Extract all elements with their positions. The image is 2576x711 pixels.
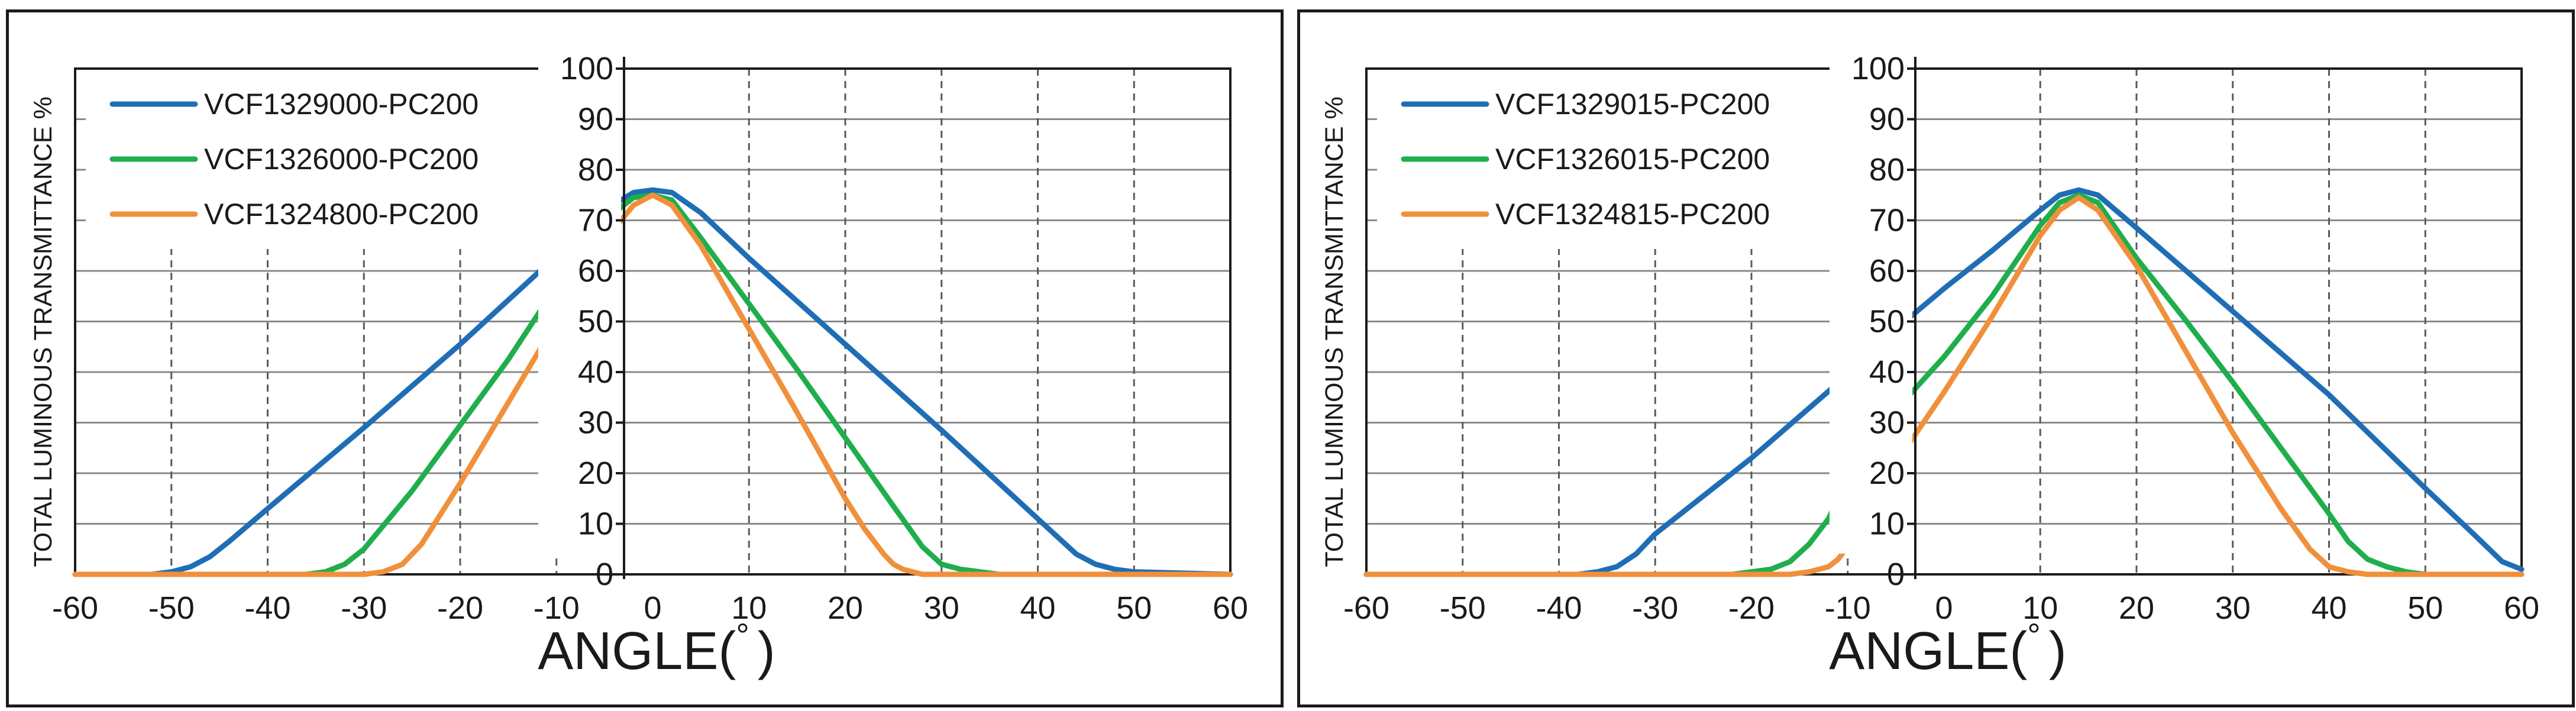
y-tick-label: 60 xyxy=(1869,253,1905,289)
y-tick-label: 100 xyxy=(560,51,613,86)
x-tick-label: 30 xyxy=(924,590,959,626)
x-tick-label: -60 xyxy=(52,590,98,626)
x-tick-label: 0 xyxy=(644,590,661,626)
y-tick-label: 70 xyxy=(1869,203,1905,238)
y-tick-label: 40 xyxy=(1869,354,1905,390)
legend-label: VCF1329015-PC200 xyxy=(1495,88,1770,121)
x-tick-label: -40 xyxy=(244,590,290,626)
plot-frame xyxy=(1365,67,2523,576)
plot-frame xyxy=(74,67,1232,576)
series-line-2 xyxy=(72,192,1233,577)
y-tick-label: 90 xyxy=(578,102,613,137)
legend-label: VCF1329000-PC200 xyxy=(204,88,479,121)
legend: VCF1329000-PC200 VCF1326000-PC200 VCF13248… xyxy=(86,75,547,249)
legend-label: VCF1326015-PC200 xyxy=(1495,143,1770,176)
x-tick-label: -40 xyxy=(1536,590,1582,626)
y-axis-title: TOTAL LUMINOUS TRANSMITTANCE % xyxy=(29,96,57,567)
x-tick-label: -10 xyxy=(1825,590,1871,626)
x-tick-label: 0 xyxy=(1935,590,1953,626)
x-tick-label: -20 xyxy=(437,590,483,626)
x-tick-label: 60 xyxy=(1213,590,1248,626)
y-tick-label: 90 xyxy=(1869,102,1905,137)
y-tick-label: 100 xyxy=(1851,51,1905,86)
chart-panel-left: 0 10 20 30 40 50 60 70 80 90 100 -60 -50 -40 -30 -20 -10… xyxy=(6,9,1284,707)
x-tick-label: 10 xyxy=(2022,590,2058,626)
y-axis-title: TOTAL LUMINOUS TRANSMITTANCE % xyxy=(1320,96,1349,567)
x-tick-label: 20 xyxy=(828,590,863,626)
x-tick-label: 30 xyxy=(2215,590,2251,626)
x-tick-label: 20 xyxy=(2119,590,2154,626)
x-tick-label: -10 xyxy=(534,590,580,626)
y-axis-label-background xyxy=(1830,45,1912,554)
y-tick-label: 20 xyxy=(578,455,613,491)
y-tick-label: 20 xyxy=(1869,455,1905,491)
x-tick-label: -20 xyxy=(1728,590,1775,626)
y-tick-label: 10 xyxy=(578,506,613,542)
y-tick-label: 80 xyxy=(1869,152,1905,188)
x-tick-label: 10 xyxy=(731,590,767,626)
legend-label: VCF1326000-PC200 xyxy=(204,143,479,176)
y-tick-label: 80 xyxy=(578,152,613,188)
legend: VCF1329015-PC200 VCF1326015-PC200 VCF13248… xyxy=(1377,75,1838,249)
x-tick-label: 60 xyxy=(2504,590,2539,626)
x-tick-label: -60 xyxy=(1343,590,1389,626)
x-tick-label: 40 xyxy=(2311,590,2346,626)
x-tick-label: 50 xyxy=(2407,590,2443,626)
y-axis-label-background xyxy=(538,45,621,554)
chart-panel-right: 0 10 20 30 40 50 60 70 80 90 100 -60 -50 -40 -30 -20 -10… xyxy=(1297,9,2575,707)
y-tick-label: 50 xyxy=(1869,304,1905,340)
x-tick-label: -50 xyxy=(1440,590,1486,626)
x-tick-label: -30 xyxy=(1632,590,1678,626)
x-tick-label: 50 xyxy=(1116,590,1152,626)
legend-label: VCF1324815-PC200 xyxy=(1495,198,1770,231)
y-tick-label: 70 xyxy=(578,203,613,238)
x-axis-title: ANGLE(°) xyxy=(1829,616,2066,681)
legend-label: VCF1324800-PC200 xyxy=(204,198,479,231)
y-tick-label: 50 xyxy=(578,304,613,340)
y-tick-label: 0 xyxy=(1887,557,1905,592)
y-tick-label: 0 xyxy=(596,557,613,592)
y-tick-label: 30 xyxy=(1869,405,1905,441)
series-line-3 xyxy=(72,192,1233,577)
x-tick-label: 40 xyxy=(1020,590,1055,626)
y-tick-label: 30 xyxy=(578,405,613,441)
series-line-3 xyxy=(1363,195,2525,577)
y-tick-label: 10 xyxy=(1869,506,1905,542)
y-tick-label: 40 xyxy=(578,354,613,390)
x-tick-label: -30 xyxy=(341,590,387,626)
series-line-2 xyxy=(1363,192,2525,577)
x-tick-label: -50 xyxy=(148,590,195,626)
series-line-1 xyxy=(1363,187,2525,577)
x-axis-title: ANGLE(°) xyxy=(538,616,775,681)
series-line-1 xyxy=(72,187,1233,577)
y-tick-label: 60 xyxy=(578,253,613,289)
